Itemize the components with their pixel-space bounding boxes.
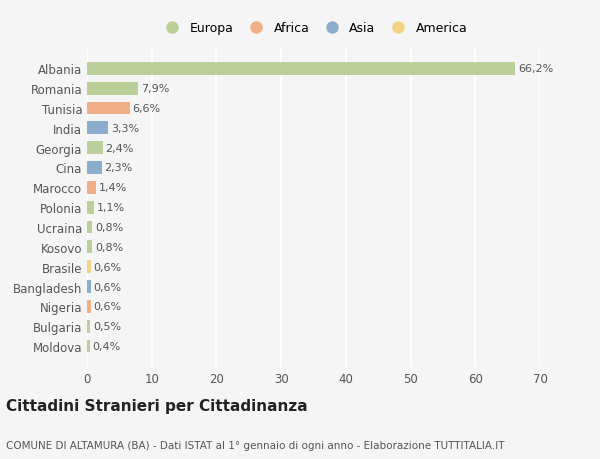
Bar	[87, 261, 91, 274]
Text: 0,6%: 0,6%	[94, 262, 122, 272]
Bar	[87, 162, 102, 174]
Text: 0,5%: 0,5%	[93, 321, 121, 331]
Text: 7,9%: 7,9%	[141, 84, 169, 94]
Text: 0,4%: 0,4%	[92, 341, 121, 351]
Text: 2,3%: 2,3%	[104, 163, 133, 173]
Text: 0,8%: 0,8%	[95, 242, 123, 252]
Text: 6,6%: 6,6%	[133, 104, 160, 114]
Text: 1,4%: 1,4%	[98, 183, 127, 193]
Bar	[87, 221, 92, 234]
Bar	[87, 122, 109, 135]
Bar	[87, 181, 96, 194]
Bar	[87, 320, 90, 333]
Bar	[87, 241, 92, 254]
Bar	[87, 340, 89, 353]
Bar	[87, 201, 94, 214]
Bar	[87, 102, 130, 115]
Text: 0,8%: 0,8%	[95, 223, 123, 232]
Text: COMUNE DI ALTAMURA (BA) - Dati ISTAT al 1° gennaio di ogni anno - Elaborazione T: COMUNE DI ALTAMURA (BA) - Dati ISTAT al …	[6, 440, 505, 450]
Text: 0,6%: 0,6%	[94, 282, 122, 292]
Text: 3,3%: 3,3%	[111, 123, 139, 134]
Text: 1,1%: 1,1%	[97, 203, 125, 213]
Text: 0,6%: 0,6%	[94, 302, 122, 312]
Bar	[87, 83, 138, 95]
Bar	[87, 280, 91, 293]
Bar	[87, 142, 103, 155]
Text: Cittadini Stranieri per Cittadinanza: Cittadini Stranieri per Cittadinanza	[6, 398, 308, 413]
Text: 66,2%: 66,2%	[518, 64, 553, 74]
Text: 2,4%: 2,4%	[105, 143, 133, 153]
Bar	[87, 63, 515, 76]
Bar	[87, 300, 91, 313]
Legend: Europa, Africa, Asia, America: Europa, Africa, Asia, America	[157, 19, 470, 37]
